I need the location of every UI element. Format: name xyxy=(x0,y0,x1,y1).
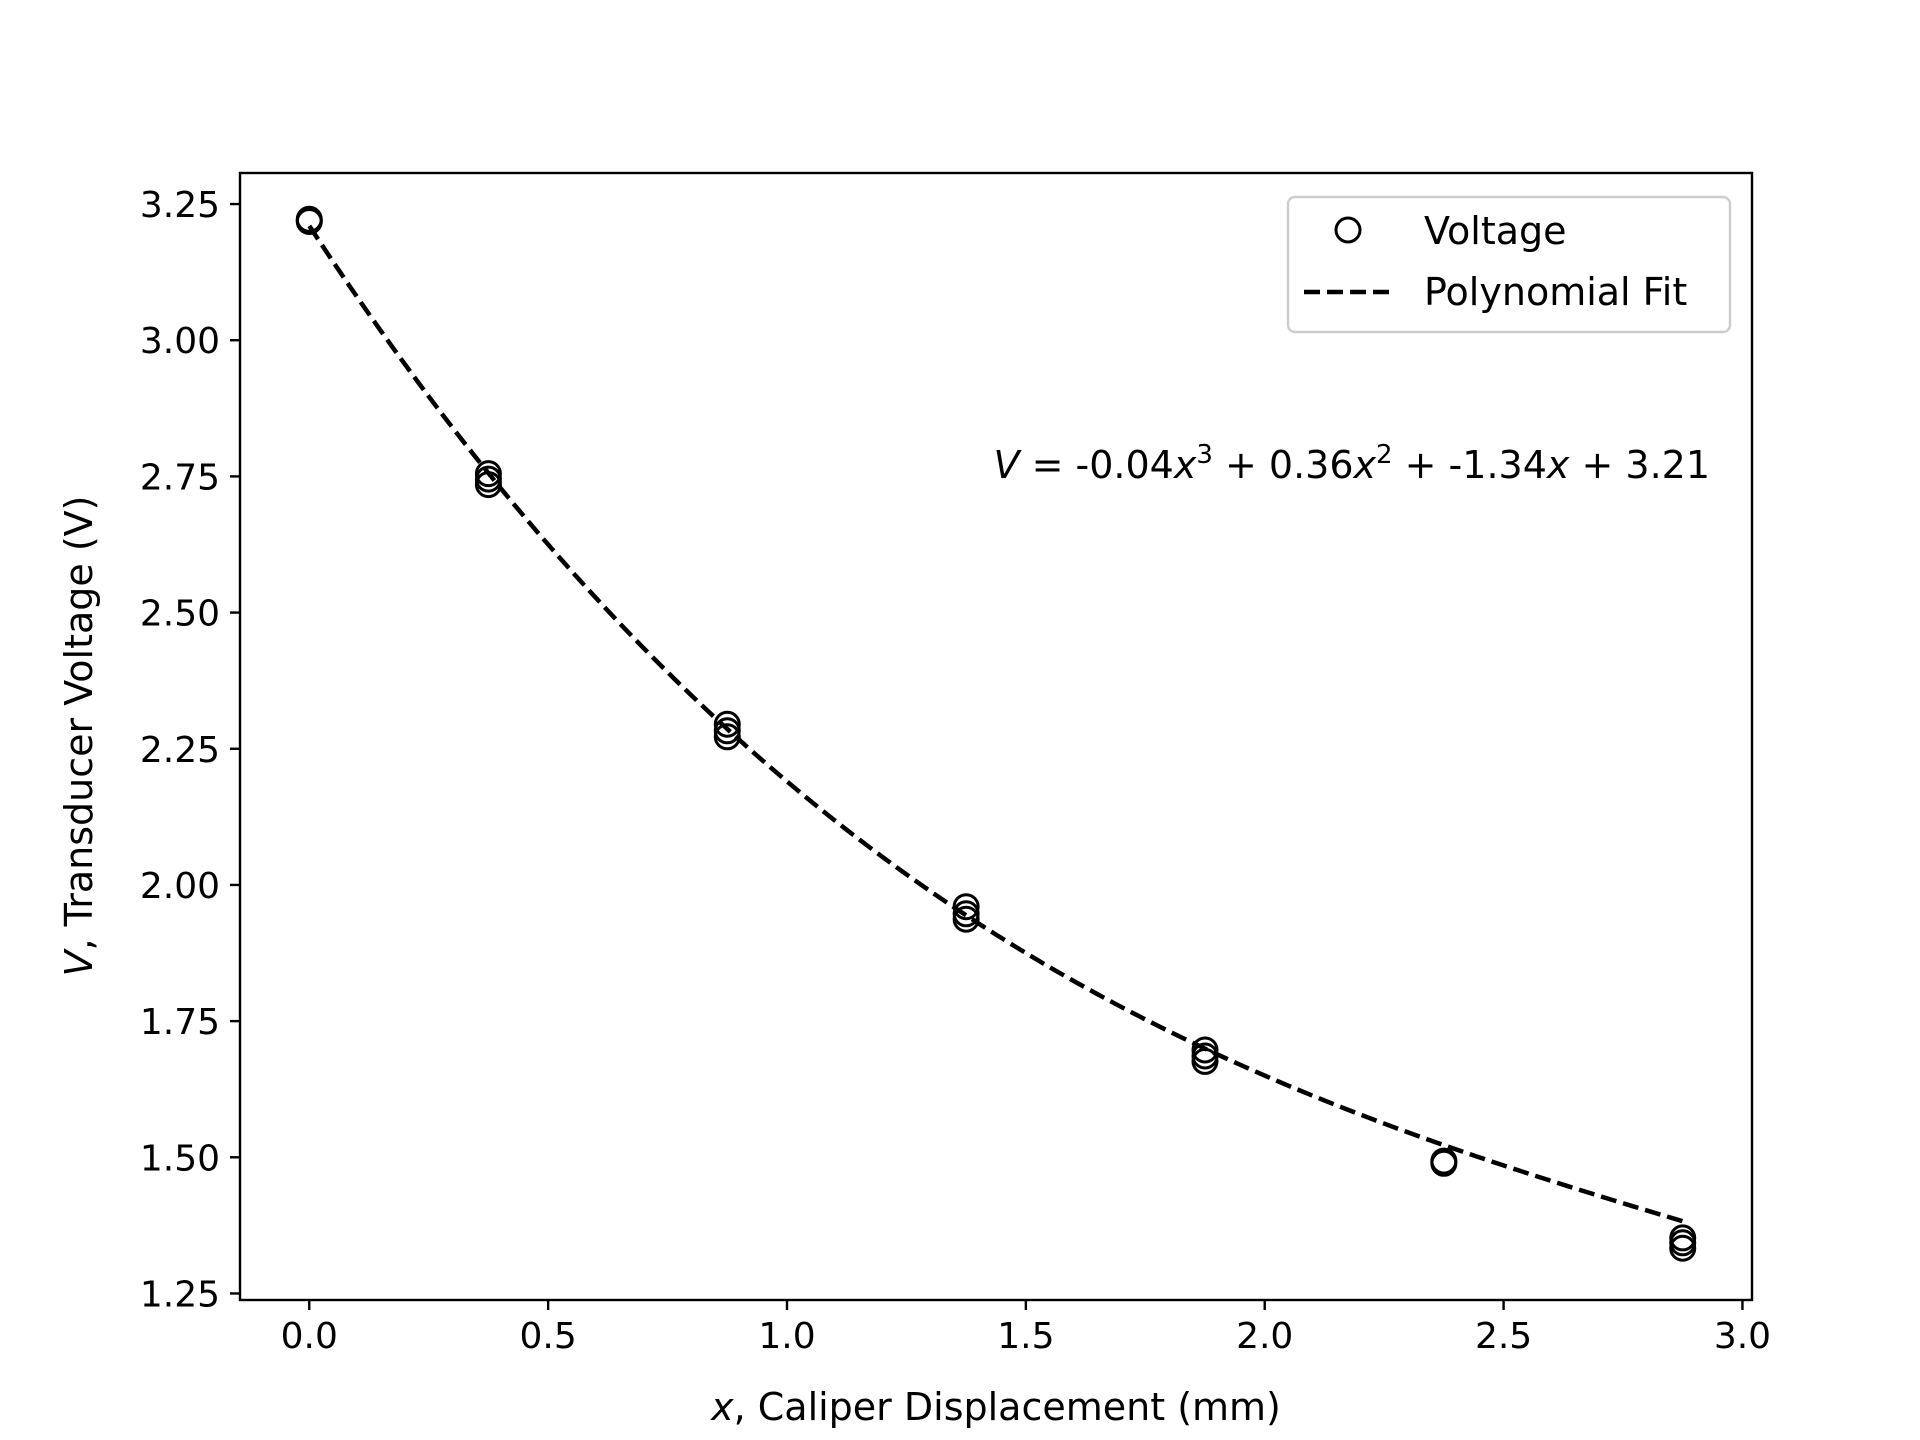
eq-x-var: x xyxy=(1546,443,1570,487)
y-tick-label: 1.50 xyxy=(140,1138,220,1179)
eq-part-a: = -0.04 xyxy=(1020,443,1174,487)
x-axis-ticks: 0.0 0.5 1.0 1.5 2.0 2.5 3.0 xyxy=(281,1300,1771,1357)
y-axis-label-var: V xyxy=(57,948,101,977)
x-tick-label: 2.5 xyxy=(1475,1316,1532,1357)
legend: Voltage Polynomial Fit xyxy=(1286,195,1732,334)
y-tick-label: 2.25 xyxy=(140,730,220,771)
legend-box xyxy=(1286,195,1732,334)
eq-V: V xyxy=(994,443,1023,487)
legend-voltage-marker xyxy=(1334,216,1362,244)
y-tick-label: 3.25 xyxy=(140,185,220,226)
y-axis-ticks: 1.25 1.50 1.75 2.00 2.25 2.50 2.75 3.00 3.25 xyxy=(140,185,240,1315)
x-tick-label: 3.0 xyxy=(1714,1316,1771,1357)
data-point xyxy=(474,471,502,499)
eq-part-c: + -1.34 xyxy=(1393,443,1547,487)
data-point xyxy=(1669,1234,1697,1262)
data-point xyxy=(1191,1047,1219,1075)
y-tick-label: 2.50 xyxy=(140,594,220,635)
legend-fit-label: Polynomial Fit xyxy=(1424,270,1687,314)
x-axis-label: x, Caliper Displacement (mm) xyxy=(710,1385,1281,1429)
eq-x-squared-var: x xyxy=(1353,443,1377,487)
fit-line xyxy=(307,224,1684,1224)
y-tick-label: 3.00 xyxy=(140,321,220,362)
data-point xyxy=(952,905,980,933)
y-tick-label: 1.25 xyxy=(140,1274,220,1315)
legend-voltage-label: Voltage xyxy=(1424,209,1567,253)
x-tick-label: 1.0 xyxy=(758,1316,815,1357)
y-axis-label-text: , Transducer Voltage (V) xyxy=(57,495,101,950)
plot-area xyxy=(240,173,1752,1300)
points-layer xyxy=(295,205,1697,1262)
data-point xyxy=(713,723,741,751)
eq-power-3: 3 xyxy=(1196,440,1213,470)
eq-part-d: + 3.21 xyxy=(1569,443,1710,487)
plot-frame xyxy=(238,171,1754,1302)
y-tick-label: 2.75 xyxy=(140,457,220,498)
x-tick-label: 2.0 xyxy=(1236,1316,1293,1357)
x-tick-label: 0.0 xyxy=(281,1316,338,1357)
fit-equation: V = -0.04x3 + 0.36x2 + -1.34x + 3.21 xyxy=(994,440,1710,487)
x-axis-label-text: , Caliper Displacement (mm) xyxy=(734,1385,1281,1429)
data-point xyxy=(1430,1149,1458,1177)
fit-layer xyxy=(307,224,1684,1224)
eq-x-cubed-var: x xyxy=(1173,443,1197,487)
x-axis-label-var: x xyxy=(710,1385,734,1429)
y-axis-label: V, Transducer Voltage (V) xyxy=(57,495,101,976)
data-point xyxy=(952,893,980,921)
x-tick-label: 1.5 xyxy=(997,1316,1054,1357)
data-point xyxy=(713,710,741,738)
eq-power-2: 2 xyxy=(1376,440,1393,470)
x-tick-label: 0.5 xyxy=(519,1316,576,1357)
eq-part-b: + 0.36 xyxy=(1213,443,1354,487)
y-tick-label: 1.75 xyxy=(140,1002,220,1043)
y-tick-label: 2.00 xyxy=(140,866,220,907)
data-point xyxy=(295,205,323,233)
